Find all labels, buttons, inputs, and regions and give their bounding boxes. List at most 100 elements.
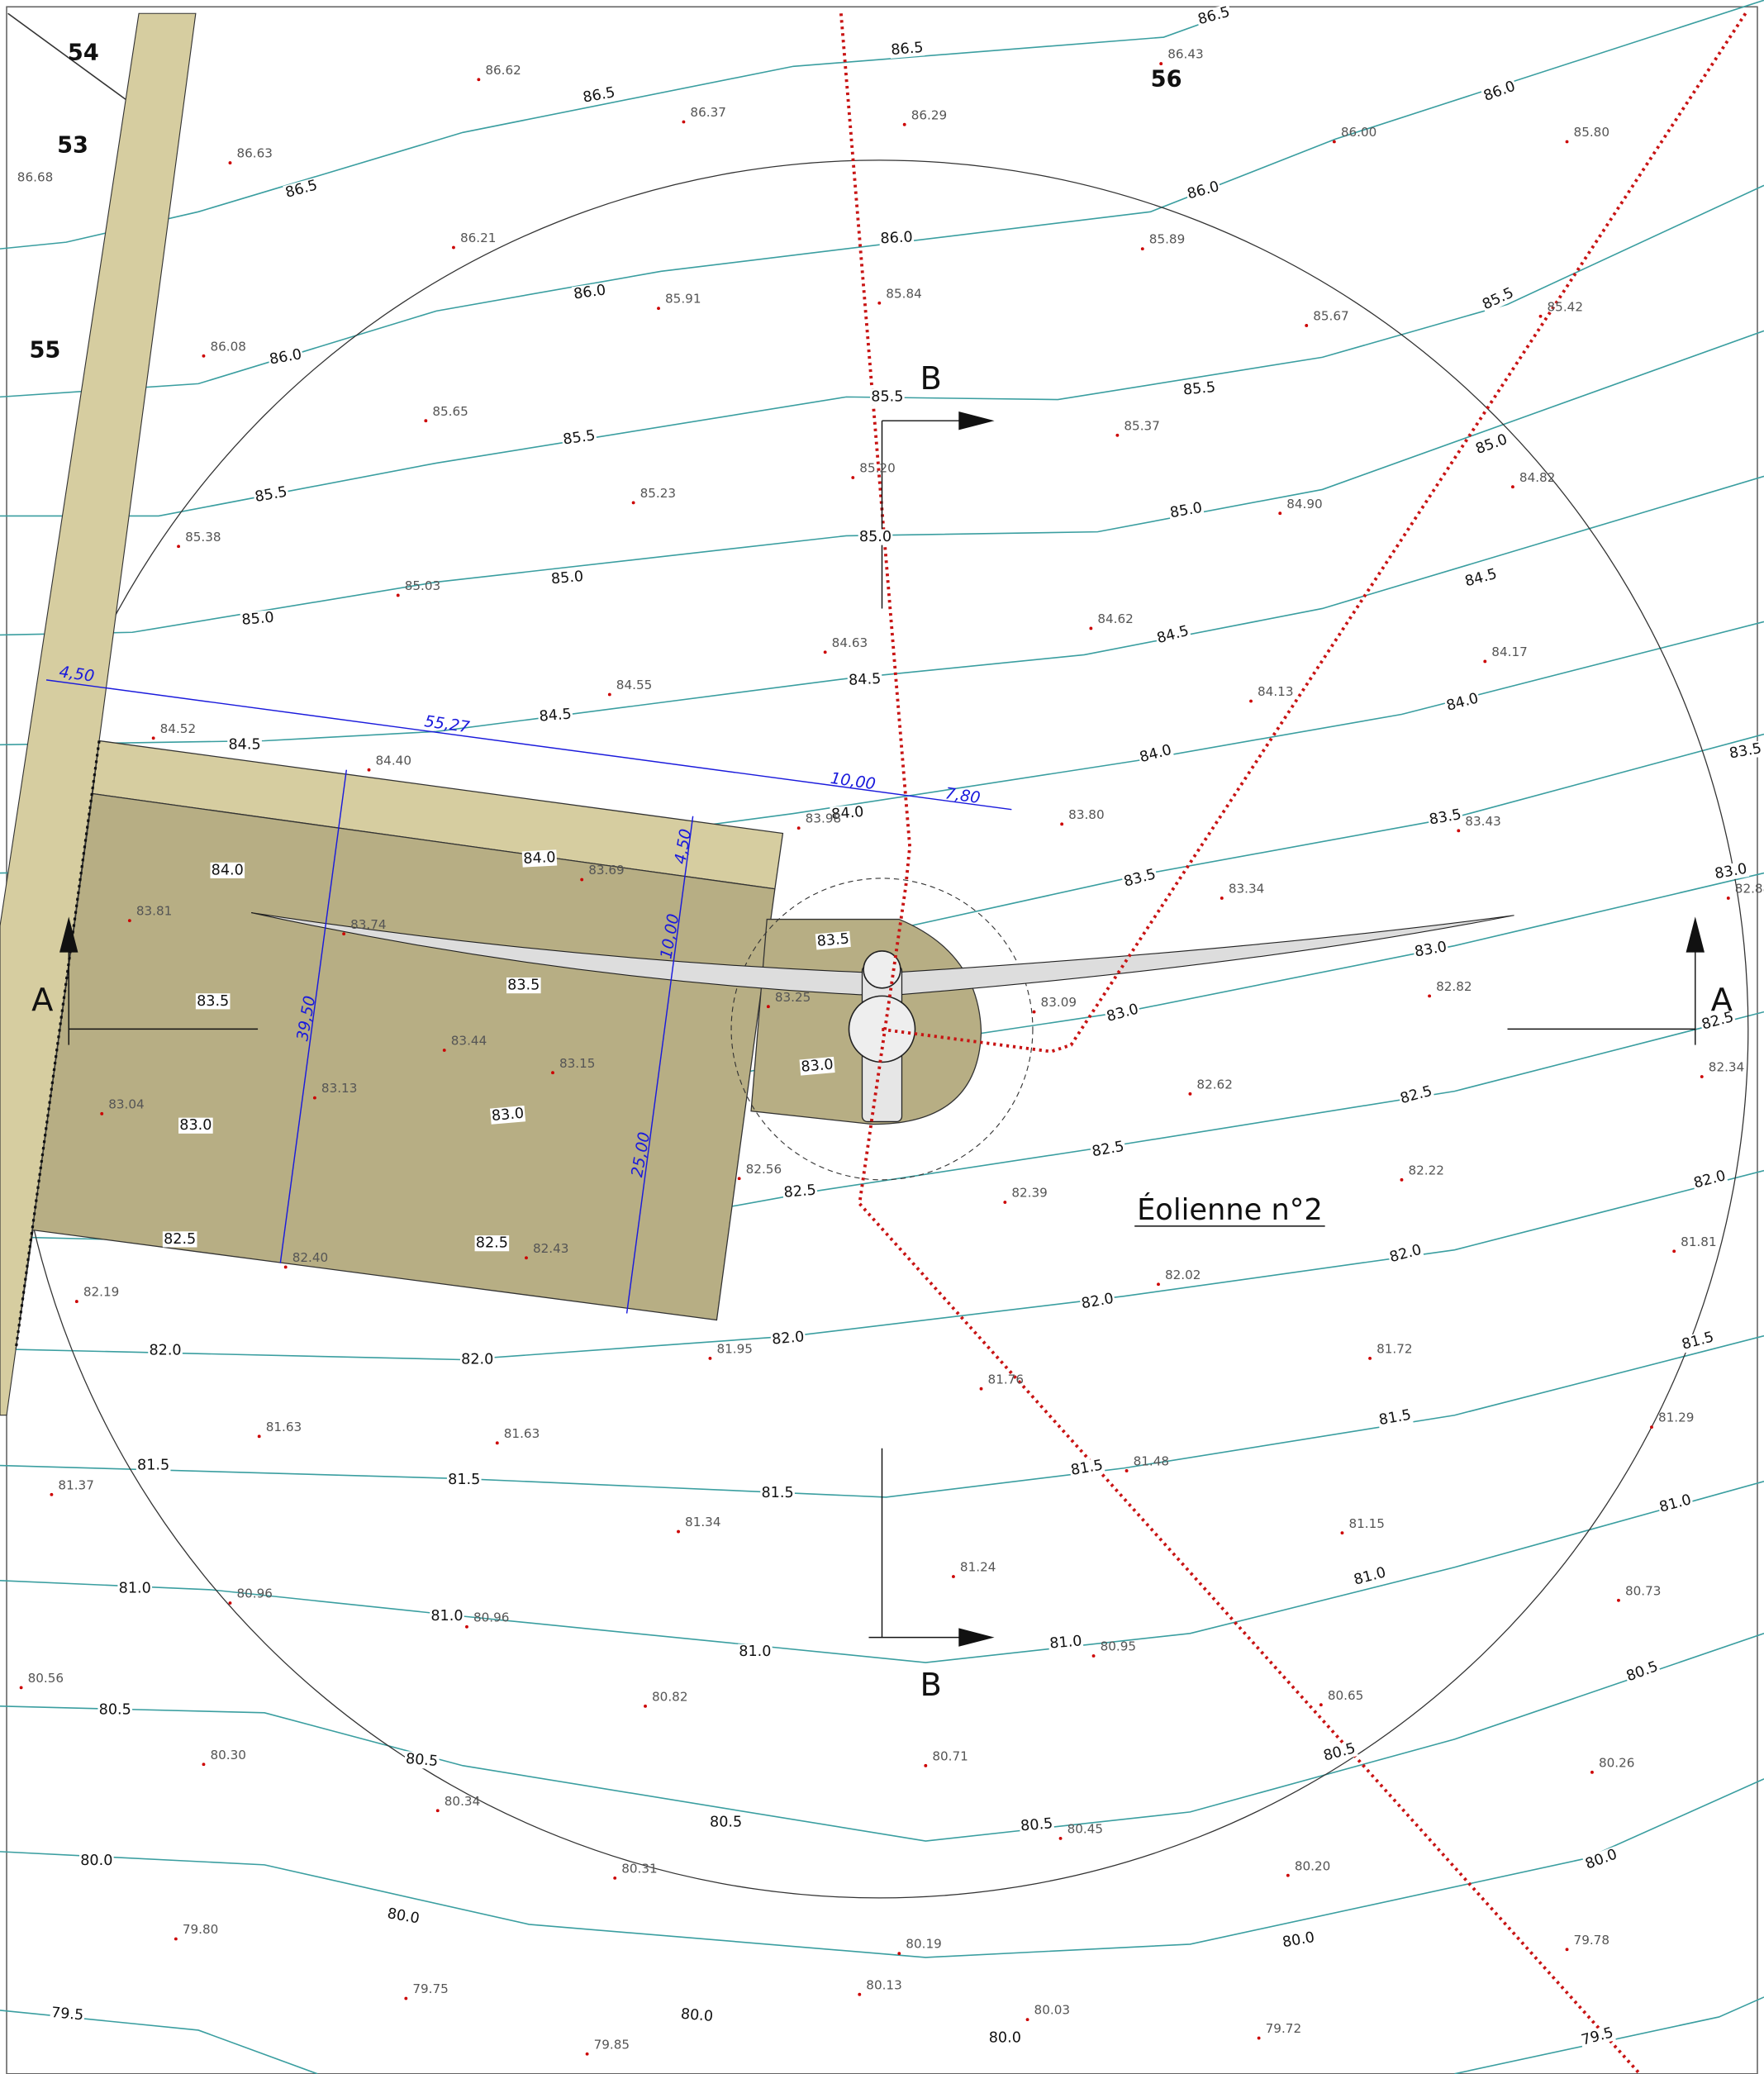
spot-height: 84.62 [1097,611,1133,626]
spot-height: 85.20 [859,461,895,476]
spot-height: 85.89 [1149,232,1185,247]
contour-line [0,1169,1764,1361]
contour-label-bg [738,1644,773,1660]
contour-label-bg [1712,860,1750,883]
spot-point [257,1434,261,1439]
spot-height: 80.03 [1034,2003,1070,2018]
contour-label: 85.5 [1182,379,1216,398]
spot-height: 80.34 [445,1794,480,1809]
contour-label: 84.0 [830,804,864,823]
contour-label-bg [1623,1658,1662,1686]
contour-label-bg [1195,3,1233,29]
spot-point [424,419,428,423]
spot-point [1159,62,1163,65]
contour-label-bg [1443,690,1481,715]
section-label: A [1711,982,1733,1019]
access-strip [0,12,197,1416]
contour-line [0,184,1764,517]
spot-point [396,593,400,597]
contour-line [0,1480,1764,1663]
contour-label-bg [1019,1815,1055,1835]
contour-label-bg [240,609,276,629]
parcel-number: 56 [1151,66,1182,92]
spot-height: 81.15 [1348,1516,1384,1531]
spot-point [19,1686,23,1690]
spot-height: 83.74 [350,917,386,932]
spot-point [924,1763,928,1767]
contour-label-bg [490,1106,526,1125]
spot-height: 86.08 [210,339,245,354]
contour-label-bg [1068,1457,1105,1479]
contour-label: 82.0 [149,1342,181,1358]
contour-label-bg [97,1702,133,1719]
spot-point [1340,1531,1344,1535]
contour-label-bg [446,1472,482,1488]
spot-point [979,1387,983,1391]
spot-point [1157,1282,1160,1287]
spot-point [1060,822,1064,826]
contour-label-bg [430,1608,464,1624]
contour-label-bg [858,529,893,545]
spot-point [312,1096,316,1100]
section-label: A [31,982,53,1019]
contour-label-bg [760,1485,795,1501]
contour-label-bg [1121,866,1159,891]
parcel-lines [7,12,126,100]
spot-point [631,501,635,505]
section-arrows [59,411,1705,1647]
contour-label-bg [148,1342,183,1358]
spot-point [1700,1075,1704,1078]
contour-label: 86.5 [891,40,925,59]
contour-label-bg [537,706,573,725]
fence [14,740,101,1349]
parcel-number: 55 [29,337,60,363]
spot-height: 80.96 [236,1586,272,1601]
contour-label-bg [987,2029,1023,2047]
spot-height: 81.24 [960,1560,996,1575]
spot-height: 85.67 [1313,309,1348,324]
dimension-lines [45,679,1012,1314]
contour-label: 80.0 [989,2030,1021,2047]
spot-height: 79.78 [1574,1933,1609,1948]
spot-point [465,1624,468,1629]
spot-height: 80.96 [473,1610,509,1624]
spot-point [897,1952,901,1956]
contour-line [0,330,1764,636]
spot-height: 81.29 [1658,1410,1694,1425]
spot-height: 82.43 [533,1241,568,1256]
spot-point [1332,140,1336,144]
spot-point [1089,626,1093,630]
spot-point [796,826,801,830]
contour-label-bg [870,388,905,405]
spot-height: 84.55 [616,678,652,692]
contour-label-bg [459,1351,495,1368]
spot-height: 81.95 [716,1342,752,1357]
spot-point [177,545,180,549]
spot-point [1124,1469,1129,1472]
spot-height: 82.22 [1408,1163,1443,1177]
contour-label: 85.0 [550,568,584,587]
spot-height: 85.65 [432,404,468,419]
spot-height: 80.31 [621,1861,657,1876]
spot-point [858,1992,862,1996]
spot-height: 85.38 [185,530,221,545]
contour-label-bg [1657,1491,1695,1516]
contour-label-bg [1679,1329,1717,1353]
contour-label-bg [521,849,558,868]
contour-label-bg [1727,740,1764,763]
spot-point [202,1762,206,1767]
contour-label-bg [178,1117,213,1134]
spot-height: 79.80 [183,1922,218,1937]
spot-height: 83.04 [108,1096,144,1111]
spot-point [74,1300,78,1304]
contour-label-bg [117,1580,153,1596]
title: Éolienne n°2 [1137,1192,1323,1227]
spot-height: 84.40 [376,753,411,768]
contour-label-bg [1386,1241,1424,1267]
spot-height: 82.39 [1011,1186,1047,1201]
spot-point [823,650,827,654]
crane-platform [15,792,776,1349]
spot-point [1003,1201,1007,1204]
spot-point [1428,994,1432,998]
